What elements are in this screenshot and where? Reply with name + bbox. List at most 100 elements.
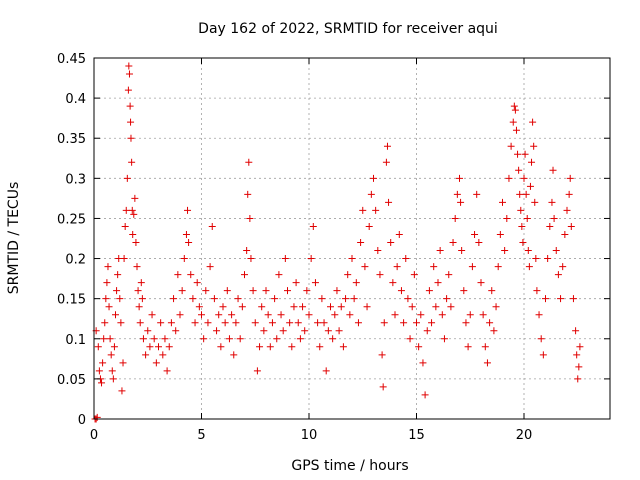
x-tick-label: 0 bbox=[90, 428, 98, 443]
data-point bbox=[507, 142, 515, 150]
data-point bbox=[247, 255, 255, 263]
data-point bbox=[397, 287, 405, 295]
data-point bbox=[279, 327, 287, 335]
data-point bbox=[100, 335, 108, 343]
data-point bbox=[423, 327, 431, 335]
data-point bbox=[521, 150, 529, 158]
data-point bbox=[329, 335, 337, 343]
data-point bbox=[531, 198, 539, 206]
data-point bbox=[262, 287, 270, 295]
data-point bbox=[223, 287, 231, 295]
data-point bbox=[417, 311, 425, 319]
data-point bbox=[462, 319, 470, 327]
data-point bbox=[103, 279, 111, 287]
data-point bbox=[138, 295, 146, 303]
data-point bbox=[215, 311, 223, 319]
data-point bbox=[361, 263, 369, 271]
data-point bbox=[477, 279, 485, 287]
data-point bbox=[117, 319, 125, 327]
data-point bbox=[479, 311, 487, 319]
data-point bbox=[517, 206, 525, 214]
data-point bbox=[519, 239, 527, 247]
data-point bbox=[94, 343, 102, 351]
data-point bbox=[245, 158, 253, 166]
data-point bbox=[344, 271, 352, 279]
y-tick-label: 0.15 bbox=[57, 293, 86, 308]
data-point bbox=[503, 214, 511, 222]
data-point bbox=[574, 375, 582, 383]
data-point bbox=[561, 230, 569, 238]
data-point bbox=[554, 271, 562, 279]
data-point bbox=[510, 102, 518, 110]
data-point bbox=[108, 367, 116, 375]
data-point bbox=[294, 319, 302, 327]
data-point bbox=[453, 190, 461, 198]
data-point bbox=[572, 327, 580, 335]
data-point bbox=[382, 158, 390, 166]
data-point bbox=[565, 190, 573, 198]
data-point bbox=[230, 351, 238, 359]
data-point bbox=[202, 287, 210, 295]
data-point bbox=[271, 295, 279, 303]
data-point bbox=[389, 279, 397, 287]
data-point bbox=[380, 319, 388, 327]
data-point bbox=[243, 247, 251, 255]
y-tick-label: 0.35 bbox=[57, 132, 86, 147]
data-point bbox=[180, 255, 188, 263]
data-point bbox=[449, 239, 457, 247]
data-point bbox=[511, 106, 519, 114]
data-point bbox=[432, 303, 440, 311]
data-point bbox=[161, 335, 169, 343]
data-point bbox=[144, 327, 152, 335]
data-point bbox=[187, 271, 195, 279]
data-point bbox=[99, 359, 107, 367]
data-point bbox=[132, 239, 140, 247]
data-point bbox=[258, 303, 266, 311]
data-point bbox=[535, 311, 543, 319]
data-point bbox=[256, 343, 264, 351]
data-point bbox=[104, 263, 112, 271]
data-point bbox=[208, 222, 216, 230]
data-point bbox=[213, 327, 221, 335]
data-point bbox=[496, 230, 504, 238]
data-point bbox=[468, 263, 476, 271]
data-point bbox=[127, 118, 135, 126]
data-point bbox=[528, 158, 536, 166]
data-point bbox=[488, 287, 496, 295]
data-point bbox=[125, 62, 133, 70]
data-point bbox=[249, 287, 257, 295]
data-point bbox=[241, 271, 248, 279]
data-point bbox=[383, 142, 391, 150]
data-point bbox=[415, 343, 423, 351]
data-point bbox=[113, 287, 121, 295]
data-point bbox=[354, 319, 362, 327]
data-point bbox=[483, 359, 491, 367]
data-point bbox=[136, 319, 144, 327]
data-point bbox=[436, 247, 444, 255]
data-point bbox=[176, 311, 184, 319]
data-point bbox=[148, 311, 156, 319]
data-point bbox=[523, 214, 531, 222]
data-point bbox=[167, 319, 175, 327]
data-point bbox=[126, 102, 134, 110]
x-axis-label: GPS time / hours bbox=[291, 458, 408, 474]
data-point bbox=[494, 263, 502, 271]
y-tick-label: 0.4 bbox=[65, 92, 86, 107]
data-point bbox=[195, 303, 203, 311]
data-point bbox=[172, 327, 180, 335]
data-point bbox=[567, 222, 575, 230]
data-points bbox=[91, 62, 584, 423]
data-point bbox=[542, 295, 549, 303]
data-point bbox=[342, 295, 350, 303]
x-tick-label: 5 bbox=[197, 428, 205, 443]
data-point bbox=[121, 222, 129, 230]
data-point bbox=[135, 303, 143, 311]
data-point bbox=[236, 335, 244, 343]
data-point bbox=[120, 255, 128, 263]
data-point bbox=[165, 343, 173, 351]
data-point bbox=[268, 319, 276, 327]
data-point bbox=[430, 263, 438, 271]
data-point bbox=[189, 295, 197, 303]
data-point bbox=[492, 303, 500, 311]
data-point bbox=[93, 413, 101, 421]
